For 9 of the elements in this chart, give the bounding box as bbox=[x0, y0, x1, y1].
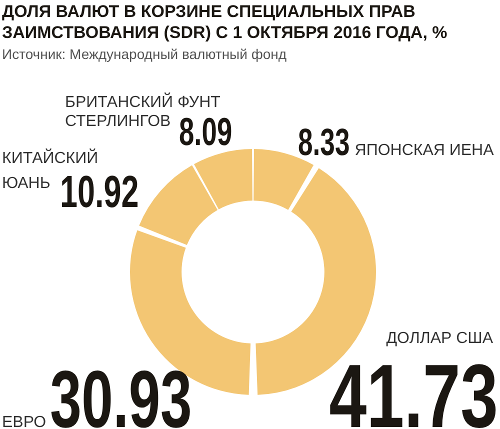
slice-label: ЕВРО bbox=[2, 414, 46, 429]
chart-title: ДОЛЯ ВАЛЮТ В КОРЗИНЕ СПЕЦИАЛЬНЫХ ПРАВ ЗАИМСТВОВАНИЯ (SDR) С 1 ОКТЯБРЯ 2016 ГОДА, % bbox=[2, 1, 448, 43]
text: Источник: Международный валютный фонд bbox=[2, 46, 288, 62]
slice-label: ДОЛЛАР США bbox=[386, 330, 494, 347]
slice-label: ЯПОНСКАЯ ИЕНА bbox=[354, 142, 494, 159]
data-label: 10.92 bbox=[60, 168, 139, 218]
data-label: 8.33 bbox=[298, 120, 350, 164]
data-label: 30.93 bbox=[50, 354, 192, 429]
data-label: 41.73 bbox=[329, 346, 498, 429]
